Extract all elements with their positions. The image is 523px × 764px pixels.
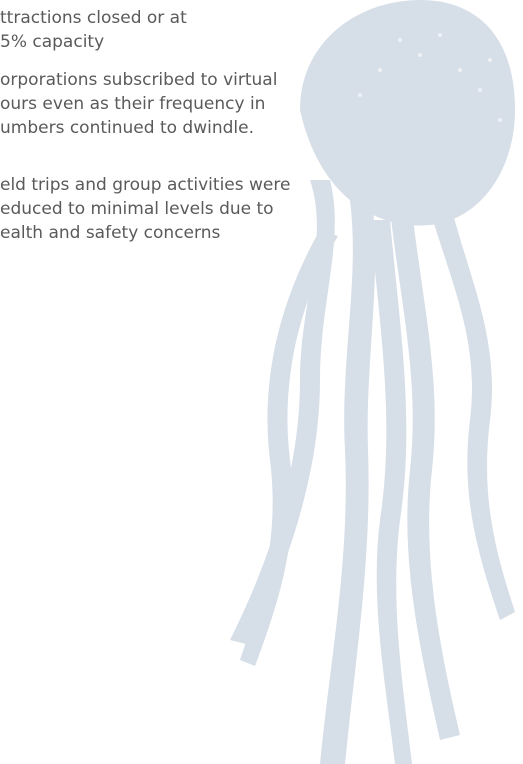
text-line: ttractions closed or at [0,6,187,30]
text-line: educed to minimal levels due to [0,197,290,221]
text-line: orporations subscribed to virtual [0,68,277,92]
text-line: ours even as their frequency in [0,92,277,116]
text-line: umbers continued to dwindle. [0,116,277,140]
page: ttractions closed or at5% capacity orpora… [0,0,523,764]
text-line: ealth and safety concerns [0,221,290,245]
text-line: eld trips and group activities were [0,173,290,197]
text-line: 5% capacity [0,30,187,54]
